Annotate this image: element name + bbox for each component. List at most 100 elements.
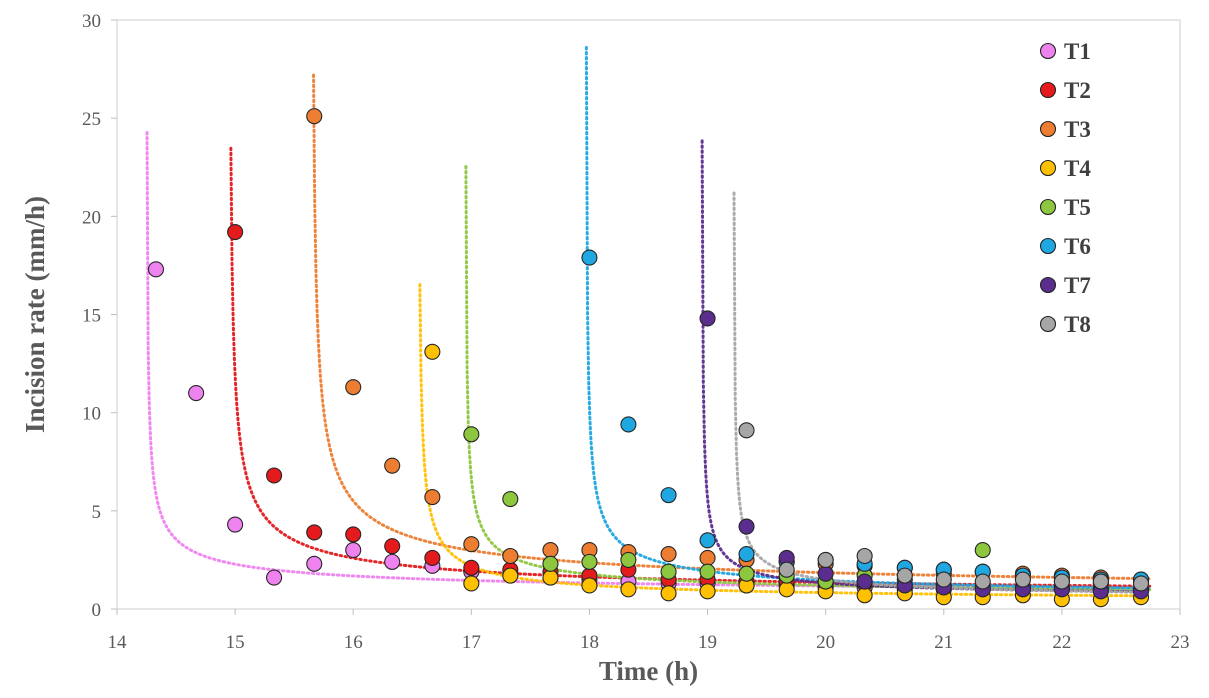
data-point-t5	[699, 563, 716, 580]
data-point-t2	[384, 538, 401, 555]
data-point-t8	[856, 547, 873, 565]
data-point-t8	[778, 561, 795, 578]
legend-marker-t2	[1039, 81, 1057, 99]
data-point-t7	[856, 573, 873, 590]
legend-label-t5: T5	[1064, 195, 1091, 220]
x-tick-label: 15	[226, 632, 245, 653]
legend-label-t8: T8	[1064, 312, 1091, 337]
legend-marker-t8	[1039, 315, 1057, 333]
data-point-t2	[463, 559, 480, 576]
y-tick-label: 15	[82, 306, 101, 327]
data-point-t8	[1053, 573, 1070, 590]
data-point-t4	[778, 581, 795, 598]
x-tick-label: 19	[698, 632, 717, 653]
data-point-t6	[699, 532, 716, 549]
data-point-t3	[345, 379, 362, 396]
plot-area-border	[116, 19, 1181, 610]
trendline-t3	[312, 73, 1152, 581]
data-point-t8	[935, 571, 952, 588]
data-point-t5	[463, 426, 480, 443]
x-tick-label: 16	[344, 632, 363, 653]
x-tick-label: 21	[934, 632, 953, 653]
y-tick-label: 20	[82, 207, 101, 228]
data-point-t2	[227, 223, 244, 241]
legend-marker-t7	[1039, 276, 1057, 294]
data-point-t2	[424, 549, 441, 567]
data-point-t3	[463, 536, 480, 553]
legend-label-t7: T7	[1064, 273, 1091, 298]
data-point-t3	[424, 489, 441, 506]
data-point-t8	[738, 422, 755, 439]
x-tick-label: 22	[1052, 632, 1071, 653]
data-point-t8	[1132, 575, 1150, 592]
data-point-t1	[227, 516, 244, 533]
y-tick-label: 25	[82, 109, 101, 130]
legend-marker-t3	[1039, 120, 1057, 138]
data-point-t6	[581, 249, 598, 266]
data-point-t3	[660, 545, 677, 563]
data-point-t6	[660, 487, 677, 504]
trendline-t4	[418, 283, 1152, 598]
x-tick-label: 20	[816, 632, 835, 653]
data-point-t5	[974, 542, 991, 559]
y-axis-title: Incision rate (mm/h)	[20, 196, 50, 433]
legend-label-t1: T1	[1064, 39, 1091, 64]
trendline-t5	[464, 165, 1152, 592]
data-point-t2	[345, 526, 362, 543]
data-point-t7	[738, 518, 755, 535]
data-point-t5	[620, 551, 637, 568]
data-point-t1	[384, 553, 401, 570]
data-point-t8	[896, 567, 913, 584]
x-tick-label: 18	[580, 632, 599, 653]
data-point-t5	[581, 553, 598, 570]
legend-label-t3: T3	[1064, 117, 1091, 142]
data-point-t7	[699, 310, 716, 327]
data-point-t7	[817, 565, 834, 582]
data-point-t4	[463, 575, 480, 592]
data-point-t1	[266, 569, 283, 586]
data-point-t8	[1014, 571, 1031, 588]
y-tick-label: 0	[92, 600, 102, 621]
legend-marker-t4	[1039, 159, 1057, 177]
data-point-t1	[147, 261, 165, 278]
data-point-t4	[581, 577, 598, 594]
y-tick-label: 5	[92, 502, 102, 523]
data-point-t5	[542, 555, 559, 572]
y-tick-label: 30	[82, 11, 101, 32]
data-point-t8	[974, 573, 991, 590]
data-point-t4	[660, 585, 677, 602]
x-tick-label: 23	[1171, 632, 1190, 653]
x-axis-title: Time (h)	[599, 656, 698, 686]
data-point-t3	[542, 542, 559, 559]
data-point-t4	[542, 569, 559, 586]
data-point-t4	[620, 581, 637, 598]
data-point-t3	[306, 108, 323, 125]
data-point-t4	[502, 567, 519, 584]
data-point-t4	[856, 587, 873, 604]
x-tick-label: 14	[108, 632, 128, 653]
x-tick-label: 17	[462, 632, 481, 653]
legend-label-t4: T4	[1064, 156, 1091, 181]
y-tick-label: 10	[82, 404, 101, 425]
legend-label-t6: T6	[1064, 234, 1091, 259]
trendline-t1	[145, 131, 1152, 590]
legend-marker-t5	[1039, 198, 1057, 216]
data-point-t3	[502, 547, 519, 565]
data-point-t1	[345, 542, 362, 559]
data-point-t4	[424, 343, 441, 360]
legend-marker-t1	[1039, 42, 1057, 60]
data-point-t2	[266, 467, 283, 484]
data-point-t8	[1092, 573, 1109, 590]
data-point-t5	[502, 491, 519, 508]
data-point-t3	[699, 549, 716, 567]
legend-marker-t6	[1039, 237, 1057, 255]
data-point-t1	[306, 555, 323, 572]
trendline-t2	[229, 146, 1152, 588]
data-point-t8	[817, 551, 834, 568]
data-point-t3	[384, 457, 401, 474]
legend-label-t2: T2	[1064, 78, 1091, 103]
data-point-t2	[306, 524, 323, 541]
data-point-t5	[660, 563, 677, 580]
data-point-t5	[738, 565, 755, 582]
